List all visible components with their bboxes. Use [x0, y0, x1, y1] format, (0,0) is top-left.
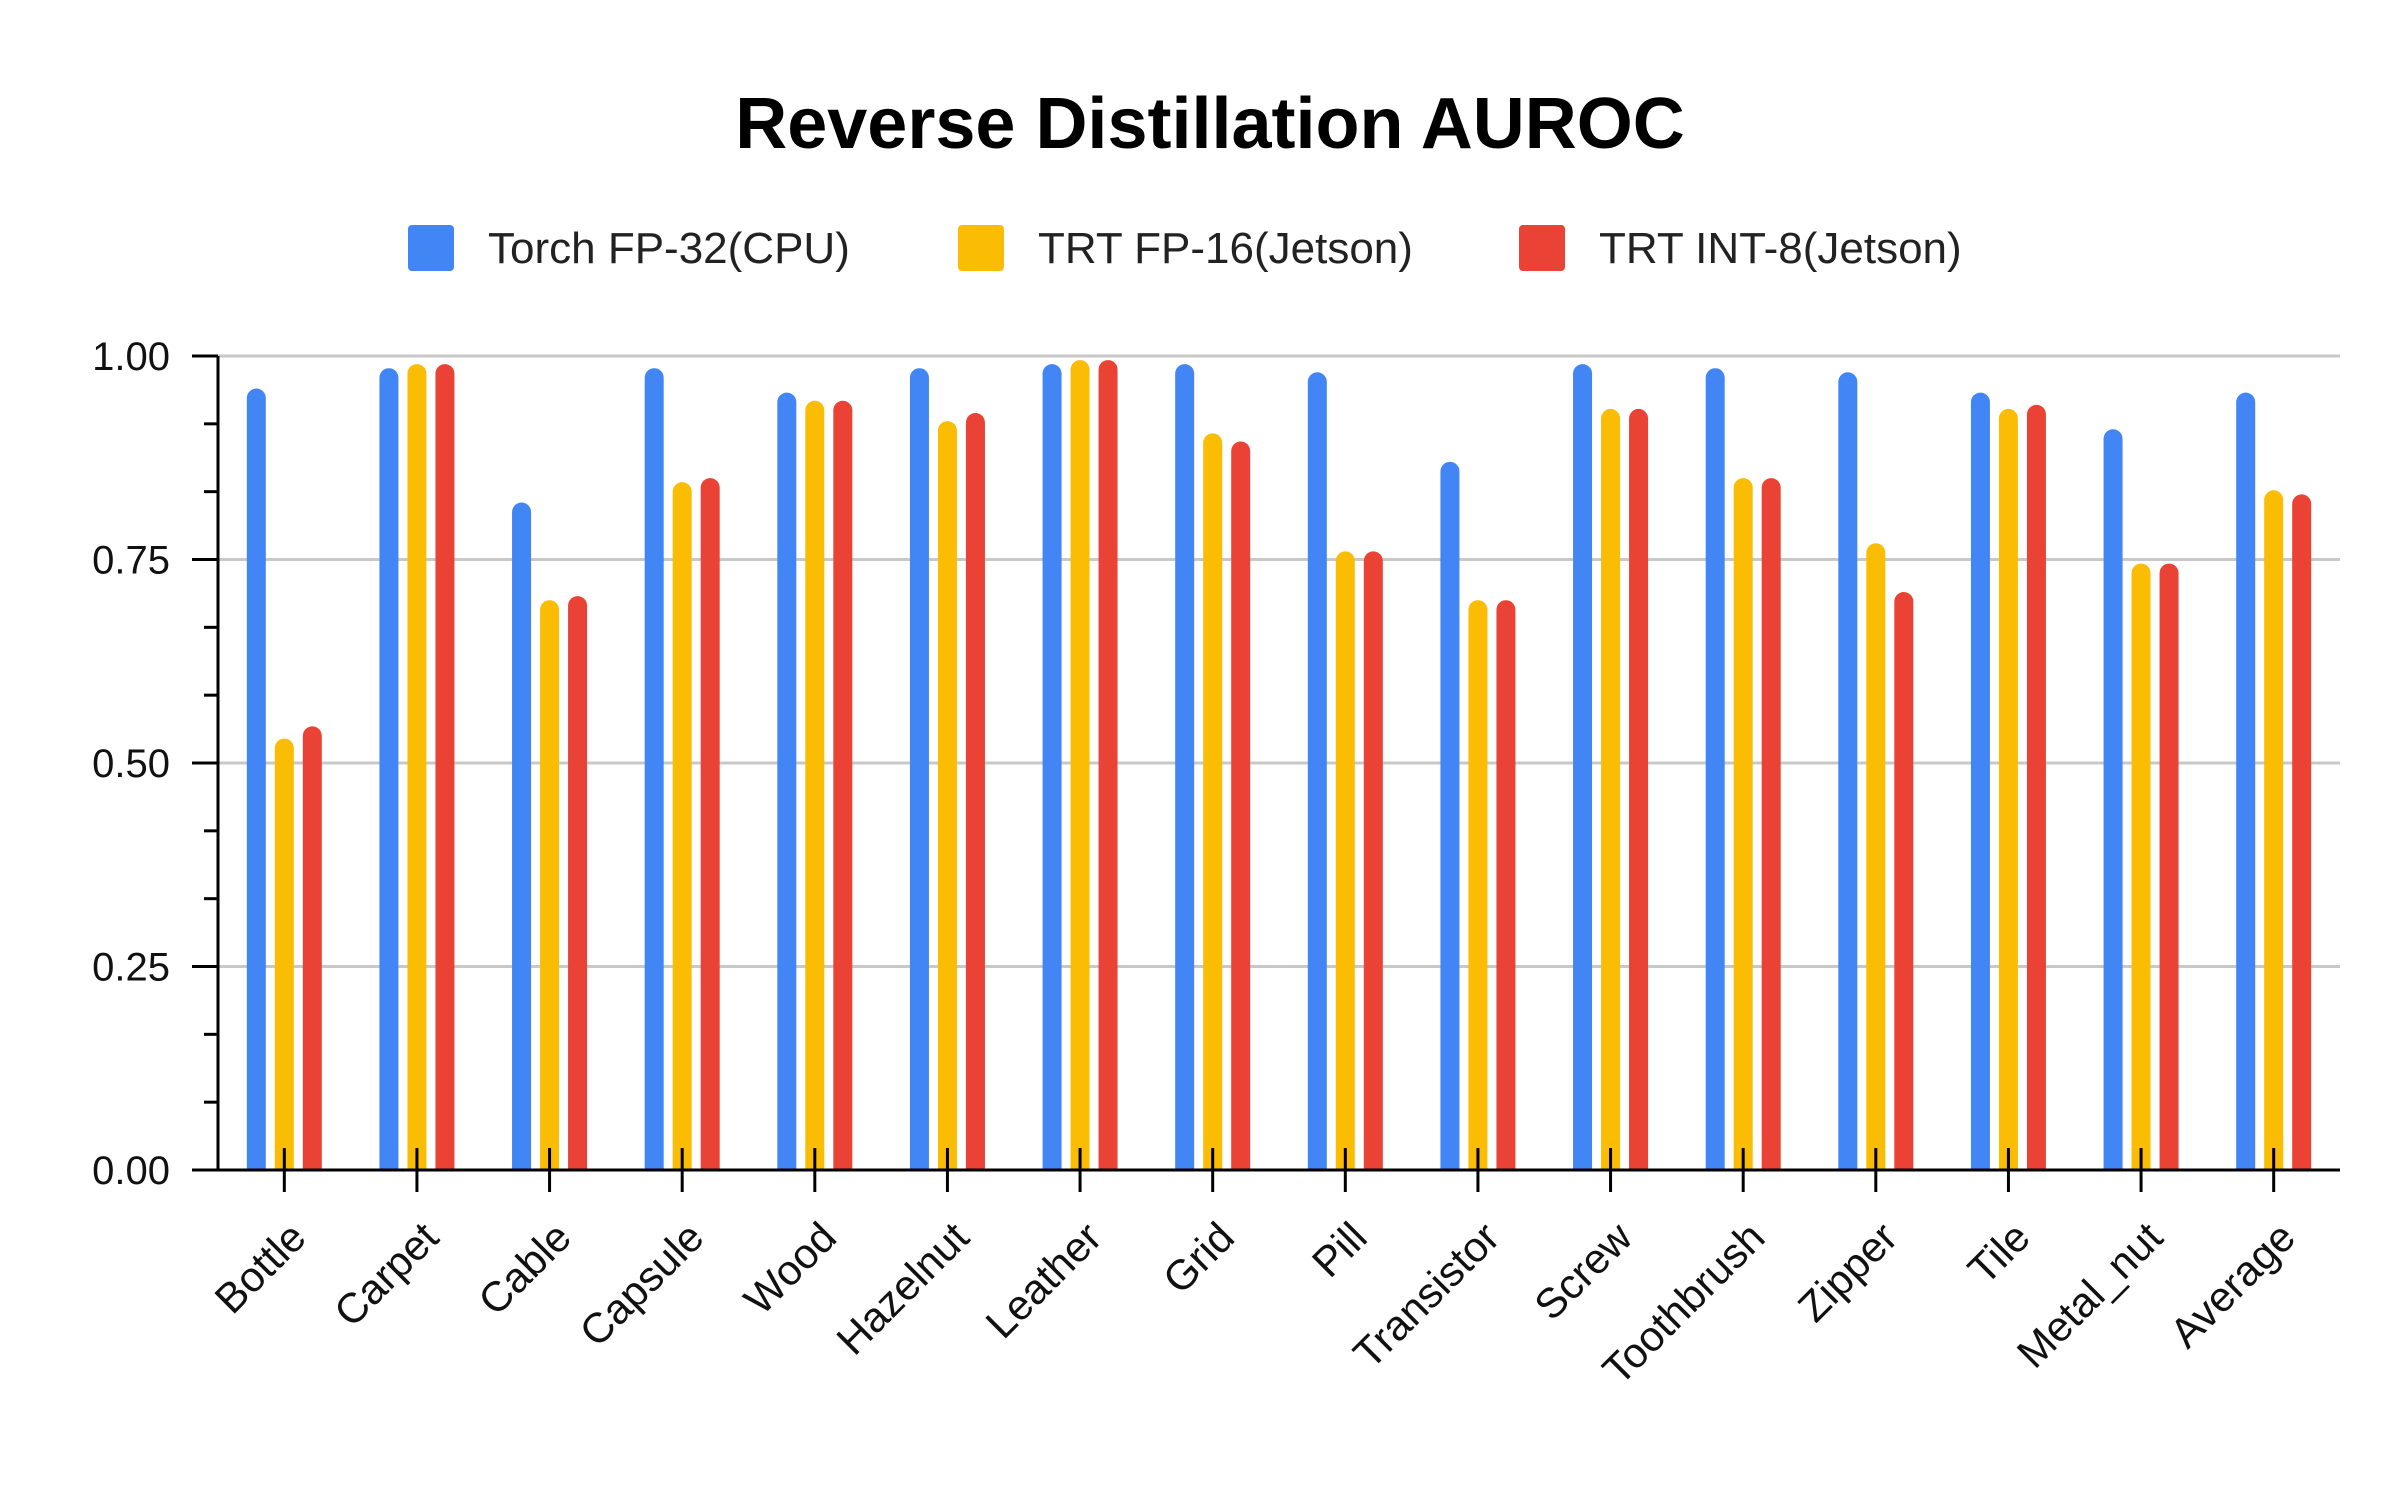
legend: Torch FP-32(CPU) TRT FP-16(Jetson) TRT INT… — [408, 224, 1962, 273]
x-category-label: Average — [2161, 1213, 2304, 1356]
x-category-label: Tile — [1959, 1213, 2039, 1293]
x-category-label: Cable — [469, 1213, 580, 1324]
bar-wood-series-3 — [833, 400, 853, 1170]
x-category-label: Transistor — [1344, 1213, 1508, 1377]
bar-tile-series-3 — [2026, 404, 2046, 1170]
bar-hazelnut-series-2 — [937, 421, 957, 1171]
bar-pill-series-1 — [1307, 372, 1327, 1170]
bar-zipper-series-2 — [1866, 543, 1886, 1170]
bars — [246, 360, 2312, 1171]
bar-transistor-series-1 — [1440, 461, 1460, 1170]
x-category-label: Carpet — [325, 1213, 448, 1336]
chart-title: Reverse Distillation AUROC — [735, 84, 1685, 164]
bar-bottle-series-2 — [274, 738, 294, 1170]
x-category-label: Grid — [1154, 1213, 1243, 1302]
bar-hazelnut-series-1 — [909, 368, 929, 1171]
x-category-label: Leather — [976, 1213, 1110, 1347]
x-category-label: Bottle — [205, 1213, 314, 1322]
y-tick-label: 0.50 — [92, 742, 170, 786]
x-category-label: Capsule — [570, 1213, 712, 1355]
bar-average-series-3 — [2292, 494, 2312, 1170]
y-tick-label: 1.00 — [92, 335, 170, 379]
y-tick-labels: 0.00 0.25 0.50 0.75 1.00 — [92, 335, 170, 1193]
bar-tile-series-1 — [1970, 392, 1990, 1170]
x-category-label: Metal_nut — [2008, 1213, 2172, 1377]
legend-swatch-1 — [408, 225, 454, 271]
bar-bottle-series-3 — [302, 726, 322, 1170]
legend-label-2: TRT FP-16(Jetson) — [1038, 224, 1413, 273]
bar-leather-series-2 — [1070, 360, 1090, 1170]
y-tick-label: 0.75 — [92, 539, 170, 583]
bar-hazelnut-series-3 — [965, 412, 985, 1171]
bar-wood-series-2 — [805, 400, 825, 1170]
bar-cable-series-2 — [540, 600, 560, 1170]
y-tick-label: 0.25 — [92, 946, 170, 990]
bar-metal_nut-series-1 — [2103, 429, 2123, 1170]
bar-screw-series-1 — [1573, 364, 1593, 1170]
x-category-label: Zipper — [1789, 1213, 1906, 1330]
bar-screw-series-2 — [1601, 408, 1621, 1170]
bar-leather-series-3 — [1098, 360, 1118, 1170]
bar-pill-series-3 — [1363, 551, 1383, 1170]
bar-wood-series-1 — [777, 392, 797, 1170]
legend-label-3: TRT INT-8(Jetson) — [1599, 224, 1962, 273]
bar-metal_nut-series-3 — [2159, 563, 2179, 1170]
bar-transistor-series-3 — [1496, 600, 1516, 1170]
bar-bottle-series-1 — [246, 388, 266, 1170]
legend-swatch-2 — [958, 225, 1004, 271]
gridlines — [218, 354, 2340, 968]
axes — [192, 354, 2340, 1192]
bar-capsule-series-3 — [700, 478, 720, 1171]
bar-transistor-series-2 — [1468, 600, 1488, 1170]
bar-carpet-series-1 — [379, 368, 399, 1171]
bar-capsule-series-1 — [644, 368, 664, 1171]
bar-tile-series-2 — [1998, 408, 2018, 1170]
bar-cable-series-3 — [568, 596, 588, 1170]
bar-toothbrush-series-1 — [1705, 368, 1725, 1171]
legend-label-1: Torch FP-32(CPU) — [488, 224, 850, 273]
y-tick-label: 0.00 — [92, 1149, 170, 1193]
bar-grid-series-2 — [1203, 433, 1223, 1171]
bar-capsule-series-2 — [672, 482, 692, 1170]
x-category-label: Hazelnut — [827, 1213, 978, 1364]
bar-average-series-2 — [2264, 490, 2284, 1170]
x-category-label: Screw — [1525, 1213, 1641, 1329]
bar-pill-series-2 — [1335, 551, 1355, 1170]
bar-toothbrush-series-3 — [1761, 478, 1781, 1171]
bar-metal_nut-series-2 — [2131, 563, 2151, 1170]
bar-average-series-1 — [2236, 392, 2256, 1170]
bar-cable-series-1 — [512, 502, 532, 1170]
x-category-label: Pill — [1303, 1213, 1376, 1286]
bar-carpet-series-3 — [435, 364, 455, 1170]
bar-zipper-series-3 — [1894, 592, 1914, 1170]
x-category-label: Wood — [735, 1213, 845, 1323]
legend-swatch-3 — [1519, 225, 1565, 271]
bar-toothbrush-series-2 — [1733, 478, 1753, 1171]
bar-grid-series-1 — [1175, 364, 1195, 1170]
bar-zipper-series-1 — [1838, 372, 1858, 1170]
bar-grid-series-3 — [1231, 441, 1251, 1171]
bar-leather-series-1 — [1042, 364, 1062, 1170]
bar-carpet-series-2 — [407, 364, 427, 1170]
bar-screw-series-3 — [1629, 408, 1649, 1170]
